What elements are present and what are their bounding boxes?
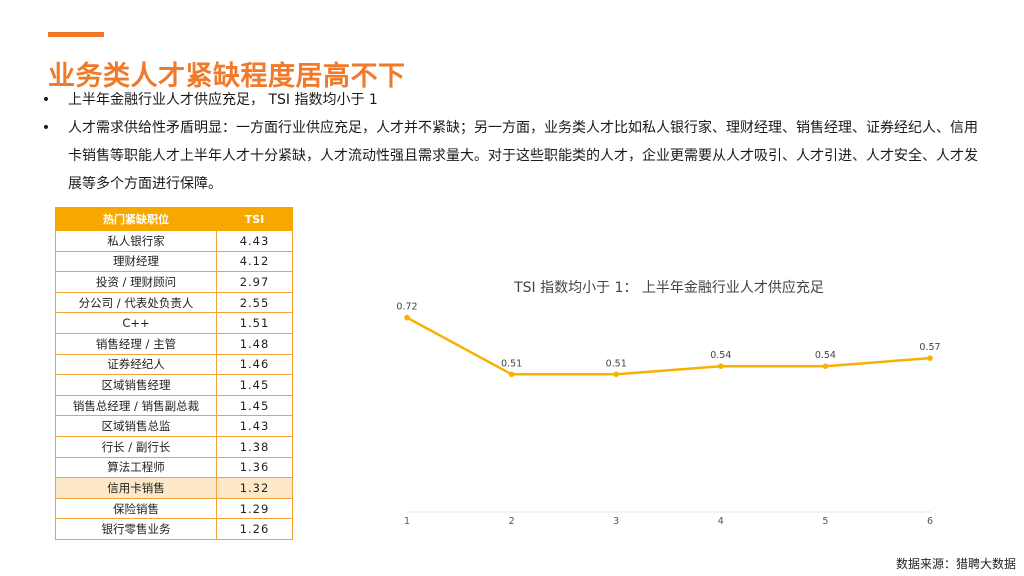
table-header-row: 热门紧缺职位 TSI	[55, 207, 293, 231]
x-tick-label: 1	[404, 516, 410, 527]
chart-svg: TSI 指数均小于 1： 上半年金融行业人才供应充足 0.72 1 0.51 2 0.5…	[396, 279, 940, 527]
x-tick-label: 3	[613, 516, 619, 527]
table-row: 信用卡销售 1.32	[55, 477, 293, 499]
table-row: 证券经纪人 1.46	[55, 353, 293, 376]
data-label: 0.51	[606, 358, 627, 369]
data-label: 0.72	[396, 302, 417, 313]
table-cell-tsi: 1.29	[216, 497, 293, 520]
table-cell-tsi: 1.51	[216, 312, 293, 334]
table-cell-tsi: 2.55	[216, 291, 293, 314]
table-row: 银行零售业务 1.26	[55, 518, 293, 540]
table-cell-tsi: 4.43	[216, 230, 293, 252]
table-cell-role: 保险销售	[55, 497, 217, 520]
data-label: 0.57	[919, 342, 940, 353]
bullet-dot: •	[41, 92, 51, 108]
table-header-tsi: TSI	[216, 207, 293, 231]
table-cell-role: 信用卡销售	[55, 477, 217, 499]
table-cell-tsi: 1.32	[216, 477, 293, 499]
table-row: C++ 1.51	[55, 312, 293, 334]
table-cell-role: 行长 / 副行长	[55, 435, 217, 458]
table-cell-role: 理财经理	[55, 250, 217, 273]
bullet-text: 上半年金融行业人才供应充足， TSI 指数均小于 1	[68, 92, 378, 108]
data-point	[718, 363, 724, 369]
data-label: 0.51	[501, 358, 522, 369]
table-cell-tsi: 4.12	[216, 250, 293, 273]
table-row: 私人银行家 4.43	[55, 230, 293, 252]
table-cell-role: 销售经理 / 主管	[55, 332, 217, 355]
table-row: 区域销售总监 1.43	[55, 415, 293, 437]
chart-marks: 0.72 1 0.51 2 0.51 3 0.54 4 0.54 5 0.57 6	[396, 302, 940, 527]
data-point	[404, 314, 410, 321]
x-tick-label: 2	[509, 516, 515, 527]
data-label: 0.54	[815, 350, 836, 361]
bullet-item-2: • 人才需求供给性矛盾明显：一方面行业供应充足，人才并不紧缺；另一方面，业务类人…	[40, 114, 990, 198]
table-cell-tsi: 2.97	[216, 271, 293, 293]
table-cell-tsi: 1.45	[216, 394, 293, 417]
data-point	[927, 355, 933, 361]
shortage-roles-table: 热门紧缺职位 TSI 私人银行家 4.43 理财经理 4.12 投资 / 理财顾问 2.9…	[55, 207, 293, 540]
x-tick-label: 6	[927, 516, 933, 527]
table-row: 算法工程师 1.36	[55, 456, 293, 479]
series-line	[406, 316, 931, 376]
page-title: 业务类人才紧缺程度居高不下	[48, 61, 406, 92]
table-cell-role: 分公司 / 代表处负责人	[55, 291, 217, 314]
table-cell-tsi: 1.45	[216, 374, 293, 396]
table-cell-tsi: 1.36	[216, 456, 293, 479]
table-cell-role: 区域销售经理	[55, 374, 217, 396]
table-row: 保险销售 1.29	[55, 497, 293, 520]
table-row: 区域销售经理 1.45	[55, 374, 293, 396]
table-cell-role: 销售总经理 / 销售副总裁	[55, 394, 217, 417]
bullet-item-1: • 上半年金融行业人才供应充足， TSI 指数均小于 1	[40, 86, 990, 114]
table-cell-tsi: 1.48	[216, 332, 293, 355]
bullet-dot: •	[41, 120, 51, 136]
x-tick-label: 4	[718, 516, 724, 527]
table-row: 销售经理 / 主管 1.48	[55, 332, 293, 355]
table-cell-tsi: 1.46	[216, 353, 293, 376]
table-row: 投资 / 理财顾问 2.97	[55, 271, 293, 293]
table-row: 行长 / 副行长 1.38	[55, 435, 293, 458]
data-source-note: 数据来源：猎聘大数据	[895, 557, 1016, 571]
table-row: 销售总经理 / 销售副总裁 1.45	[55, 394, 293, 417]
table-cell-role: 区域销售总监	[55, 415, 217, 437]
tsi-line-chart: TSI 指数均小于 1： 上半年金融行业人才供应充足 0.72 1 0.51 2 0.5…	[380, 270, 960, 540]
data-label: 0.54	[710, 350, 731, 361]
table-cell-tsi: 1.38	[216, 435, 293, 458]
table-header-role: 热门紧缺职位	[55, 207, 217, 231]
table-row: 分公司 / 代表处负责人 2.55	[55, 291, 293, 314]
table-cell-tsi: 1.43	[216, 415, 293, 437]
data-point	[613, 371, 619, 378]
table-cell-role: 私人银行家	[55, 230, 217, 252]
title-accent-bar	[48, 32, 104, 37]
table-row: 理财经理 4.12	[55, 250, 293, 273]
table-cell-role: 投资 / 理财顾问	[55, 271, 217, 293]
chart-title: TSI 指数均小于 1： 上半年金融行业人才供应充足	[513, 279, 824, 296]
x-tick-label: 5	[822, 516, 828, 527]
table-cell-role: 算法工程师	[55, 456, 217, 479]
table-cell-tsi: 1.26	[216, 518, 293, 540]
data-point	[508, 371, 515, 378]
bullet-list: • 上半年金融行业人才供应充足， TSI 指数均小于 1 • 人才需求供给性矛盾…	[40, 86, 990, 198]
data-point	[822, 363, 829, 369]
table-body: 私人银行家 4.43 理财经理 4.12 投资 / 理财顾问 2.97 分公司 / 代表处负…	[55, 230, 293, 540]
table-cell-role: 证券经纪人	[55, 353, 217, 376]
bullet-text: 人才需求供给性矛盾明显：一方面行业供应充足，人才并不紧缺；另一方面，业务类人才比…	[68, 120, 978, 192]
table-cell-role: C++	[55, 312, 217, 334]
table-cell-role: 银行零售业务	[55, 518, 217, 540]
